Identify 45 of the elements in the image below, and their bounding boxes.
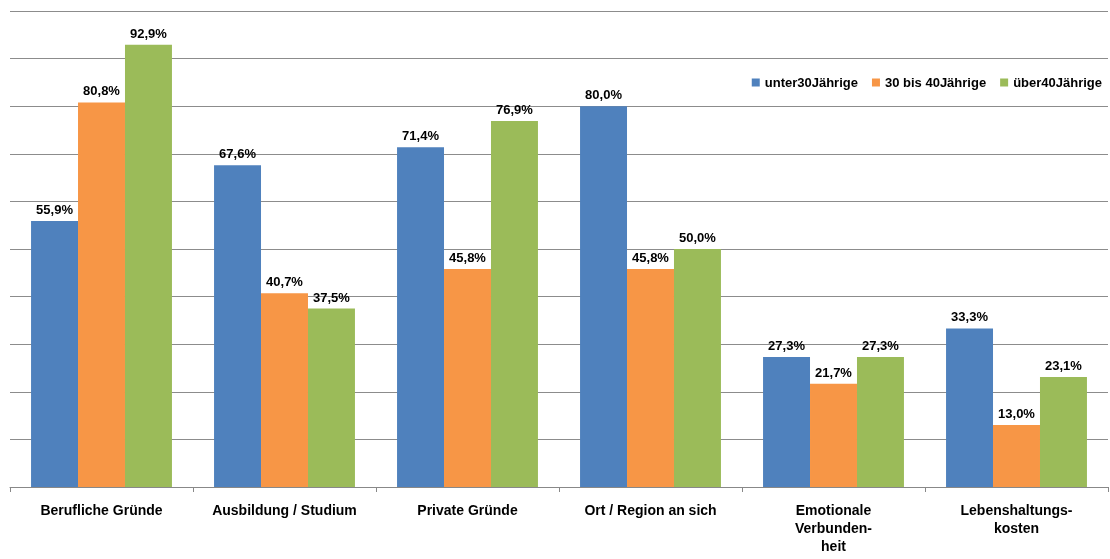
- data-label: 45,8%: [449, 249, 487, 265]
- bar: [261, 293, 308, 487]
- data-label: 55,9%: [36, 201, 74, 217]
- data-label: 21,7%: [815, 364, 853, 380]
- bar: [124, 44, 172, 487]
- legend-label: 30 bis 40Jährige: [884, 75, 987, 90]
- bar: [214, 165, 262, 487]
- bar: [1039, 377, 1087, 487]
- bar: [397, 147, 445, 487]
- data-label: 92,9%: [130, 25, 168, 41]
- bar: [763, 357, 811, 487]
- data-label: 13,0%: [998, 406, 1036, 422]
- bar: [490, 120, 538, 487]
- bar: [444, 268, 491, 487]
- bar: [810, 383, 857, 487]
- x-tick-label: Ort / Region an sich: [584, 502, 717, 518]
- x-tick-label: Ausbildung / Studium: [212, 502, 357, 518]
- bar: [993, 425, 1040, 487]
- bar: [627, 268, 674, 487]
- data-label: 33,3%: [951, 309, 989, 325]
- data-label: 67,6%: [219, 146, 257, 162]
- legend-label: über40Jährige: [1013, 75, 1102, 90]
- data-label: 76,9%: [496, 101, 534, 117]
- data-label: 80,0%: [585, 87, 623, 103]
- bar: [31, 220, 79, 487]
- x-tick-label: Lebenshaltungs- kosten: [960, 502, 1073, 536]
- x-tick-label: Private Gründe: [417, 502, 518, 518]
- bar: [307, 308, 355, 487]
- data-label: 27,3%: [862, 338, 900, 354]
- x-tick-label: Berufliche Gründe: [40, 502, 163, 518]
- data-label: 23,1%: [1045, 358, 1083, 374]
- data-label: 40,7%: [266, 274, 304, 290]
- x-tick-label: Emotionale Verbunden- heit: [794, 502, 873, 554]
- legend-label: unter30Jährige: [764, 75, 858, 90]
- bar: [673, 249, 721, 487]
- bar: [856, 357, 904, 487]
- data-label: 80,8%: [83, 83, 121, 99]
- data-label: 27,3%: [768, 338, 806, 354]
- data-label: 45,8%: [632, 249, 670, 265]
- data-label: 50,0%: [679, 230, 717, 245]
- bar: [580, 106, 628, 487]
- bar: [78, 102, 125, 487]
- data-label: 37,5%: [313, 289, 351, 305]
- bar: [946, 328, 994, 487]
- data-label: 71,4%: [402, 128, 440, 144]
